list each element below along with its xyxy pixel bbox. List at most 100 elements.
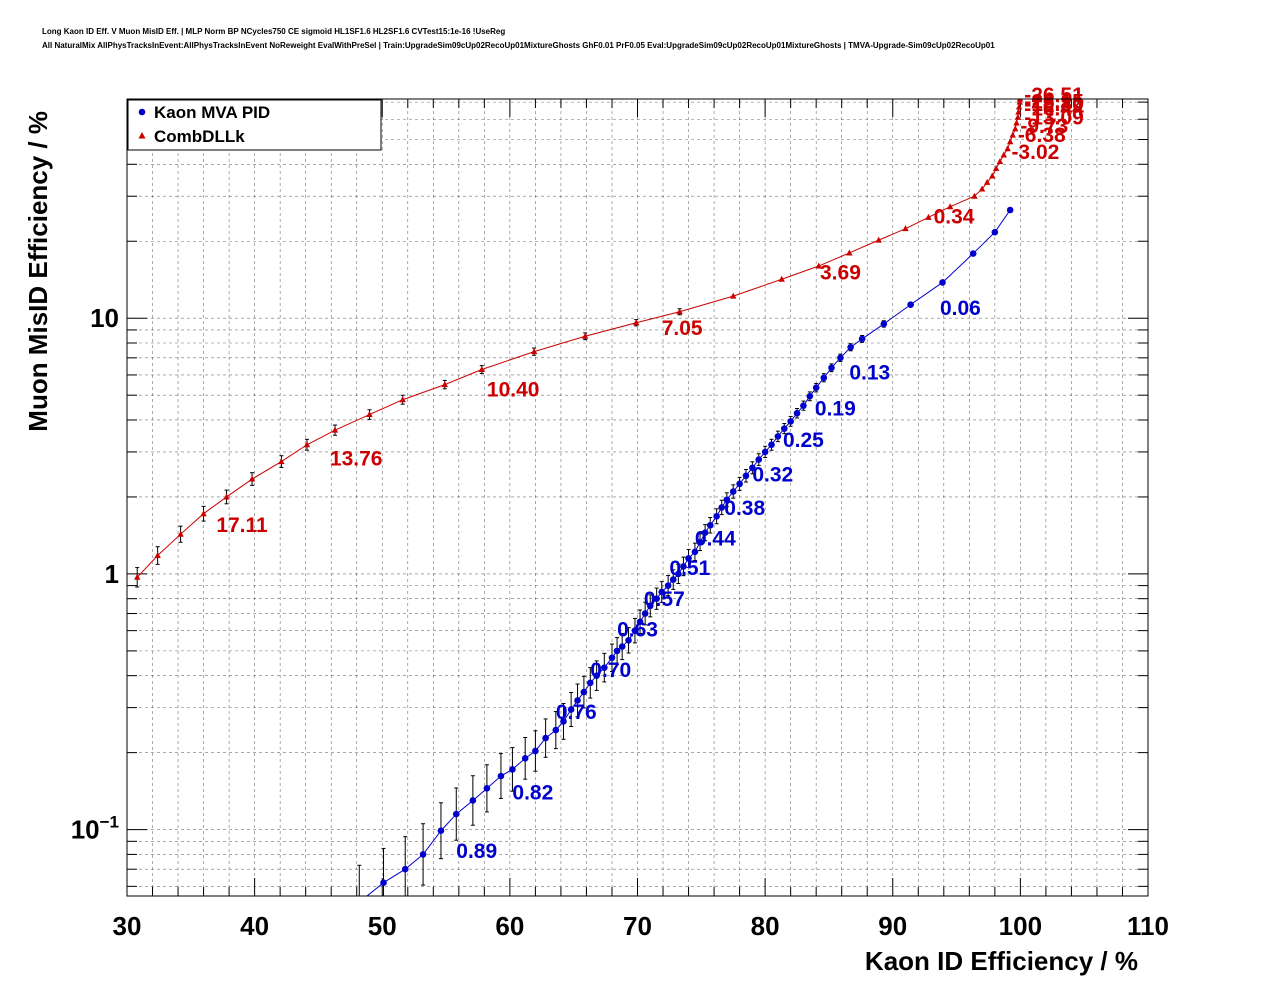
data-point [718,504,726,511]
data-label: 0.57 [644,588,685,611]
data-point [658,588,666,596]
data-point [806,393,814,400]
data-point [706,521,714,529]
data-label: 0.38 [724,497,765,520]
data-label: 10.40 [487,378,540,401]
data-label: 0.70 [590,659,631,682]
x-tick-label: 40 [240,911,269,941]
data-point [685,555,692,562]
data-point [736,480,743,488]
data-point [820,374,828,382]
data-point [399,396,406,403]
data-label: -3.02 [1011,141,1059,164]
data-point [380,879,387,886]
data-point [676,308,683,315]
x-tick-label: 80 [751,911,780,941]
data-point [625,637,632,644]
data-point [1000,151,1007,158]
data-label: 13.76 [330,448,383,471]
data-point [593,672,600,679]
data-point [1009,131,1016,138]
x-tick-label: 70 [623,911,652,941]
x-axis-title: Kaon ID Efficiency / % [865,946,1138,976]
data-point [653,595,660,602]
data-point [730,292,737,299]
data-point [154,552,161,559]
data-point [969,250,977,257]
y-tick-label: 10−1 [71,813,119,845]
data-point [971,192,978,199]
data-point [664,582,672,589]
data-point [223,493,230,500]
data-point [509,766,516,773]
y-tick-label: 10 [90,303,119,333]
data-point [1015,103,1023,110]
data-point [669,576,677,583]
data-point [978,185,986,192]
data-point [200,510,207,517]
data-label: 0.25 [783,429,824,452]
data-point [1013,119,1020,126]
data-label: 0.51 [669,557,710,580]
data-point [696,538,704,546]
data-point [1006,206,1014,214]
data-label: 0.76 [556,701,597,724]
data-point [608,654,616,662]
x-tick-label: 60 [495,911,524,941]
series-layer [134,99,1024,906]
data-point [646,602,654,610]
chart-title-line-2: All NaturalMix AllPhysTracksInEvent:AllP… [42,41,995,50]
data-label: 7.05 [662,317,703,340]
data-point [761,448,769,456]
x-tick-label: 50 [368,911,397,941]
data-point [366,411,373,418]
data-point [356,899,363,906]
data-point [755,456,763,463]
y-axis-title: Muon MisID Efficiency / % [23,111,53,432]
data-point [837,354,844,362]
data-point [1004,145,1011,152]
data-label: -13.09 [1024,106,1084,129]
data-point [858,335,866,343]
data-point [1014,113,1022,120]
data-point [729,488,737,495]
data-point [1016,99,1023,105]
data-label: 0.06 [940,297,981,320]
data-point [552,726,560,734]
data-point [613,647,621,655]
data-point [787,418,794,425]
data-point [636,618,644,626]
data-point [532,747,539,755]
data-point [601,664,608,671]
data-point [713,513,720,520]
data-point [780,425,788,432]
data-point [580,688,588,696]
data-point [478,366,485,373]
data-point [880,320,888,328]
data-point [846,249,853,256]
plot-frame [126,98,1149,897]
x-tick-label: 110 [1127,911,1169,941]
legend-label: Kaon MVA PID [154,103,270,122]
data-point [691,548,699,556]
data-point [437,827,445,835]
data-point [793,409,801,417]
data-point [521,755,529,762]
data-point [925,213,932,220]
data-label: 0.32 [752,463,793,486]
data-point [723,496,731,504]
data-point [800,402,807,409]
data-point [560,718,567,725]
data-label: 0.13 [849,362,890,385]
data-point [581,332,589,339]
data-point [530,348,538,355]
data-label: -26.51 [1024,84,1084,107]
data-point [567,706,575,713]
data-point [828,364,835,372]
data-point [939,279,946,286]
data-point [983,178,991,185]
data-point [1015,108,1022,115]
grid-lines [126,99,1149,896]
data-label: 0.34 [934,205,975,228]
legend-label: CombDLLk [154,127,245,146]
